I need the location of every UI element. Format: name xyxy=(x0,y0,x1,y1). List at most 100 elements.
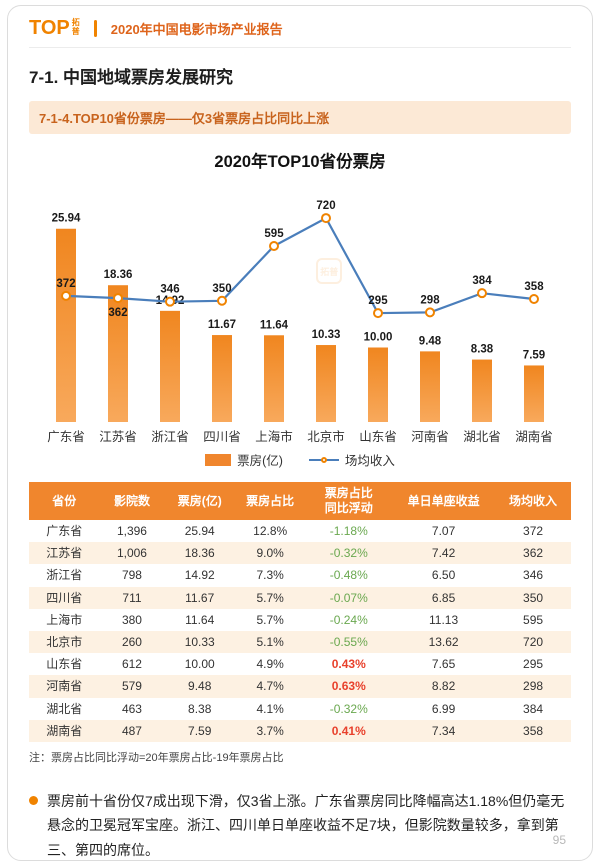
table-cell: 8.38 xyxy=(188,701,212,716)
table-cell: 260 xyxy=(121,634,142,649)
table-cell: 7.34 xyxy=(431,723,456,738)
table-cell: 13.62 xyxy=(428,634,459,649)
table-header-row: 省份 影院数 票房(亿) 票房占比 票房占比 同比浮动 单日单座收益 场均收入 xyxy=(29,482,571,520)
x-axis-label: 四川省 xyxy=(203,430,241,444)
table-cell: 11.64 xyxy=(185,612,215,627)
line-point-浙江省 xyxy=(165,296,175,307)
table-row: 上海市 380 11.64 5.7% -0.24% 11.13 595 xyxy=(29,609,571,631)
table-cell: 0.43% xyxy=(331,657,366,672)
logo-subtext: 拓 普 xyxy=(71,18,80,37)
line-point-上海市 xyxy=(269,241,279,252)
table-cell: -0.32% xyxy=(329,701,368,716)
column-header: 票房(亿) xyxy=(164,482,235,520)
bar-value-label: 10.33 xyxy=(312,329,341,341)
bar-北京市 xyxy=(316,345,336,422)
table-cell: 18.36 xyxy=(184,546,215,561)
table-cell: 798 xyxy=(121,568,142,583)
line-value-label: 358 xyxy=(524,281,544,293)
table-cell: -1.18% xyxy=(329,524,368,538)
table-cell: 0.63% xyxy=(331,679,366,694)
column-header: 影院数 xyxy=(99,482,165,520)
table-cell: 7.3% xyxy=(256,568,284,583)
table-row: 湖北省 463 8.38 4.1% -0.32% 6.99 384 xyxy=(29,698,571,720)
combo-chart-svg: 25.9418.3614.9211.6711.6410.3310.009.488… xyxy=(47,200,553,444)
line-value-label: 295 xyxy=(368,295,388,307)
x-axis-label: 山东省 xyxy=(359,430,397,444)
bar-value-label: 18.36 xyxy=(104,269,133,281)
analysis-block: 票房前十省份仅7成出现下滑，仅3省上涨。广东省票房同比降幅高达1.18%但仍毫无… xyxy=(29,789,571,860)
table-cell: 6.85 xyxy=(431,590,456,605)
bullet-icon xyxy=(29,795,38,805)
x-axis-label: 上海市 xyxy=(255,429,293,444)
table-cell: 380 xyxy=(121,612,142,627)
table-row: 浙江省 798 14.92 7.3% -0.48% 6.50 346 xyxy=(29,564,571,586)
table-cell: 浙江省 xyxy=(46,568,83,583)
table-cell: 5.7% xyxy=(256,590,284,605)
table-cell: 11.13 xyxy=(429,612,459,627)
line-value-label: 372 xyxy=(56,278,75,290)
table-cell: 4.1% xyxy=(256,701,284,716)
table-cell: 北京市 xyxy=(46,634,83,649)
table-cell: 11.67 xyxy=(185,590,215,605)
table-cell: 河南省 xyxy=(46,679,83,694)
x-axis-label: 湖北省 xyxy=(463,429,501,444)
table-cell: 384 xyxy=(523,701,544,716)
table-cell: 358 xyxy=(523,723,544,738)
report-title: 2020年中国电影市场产业报告 xyxy=(110,21,283,37)
subsection-title: 7-1-4.TOP10省份票房——仅3省票房占比同比上涨 xyxy=(29,101,571,134)
column-header: 场均收入 xyxy=(495,482,571,520)
table-cell: 8.82 xyxy=(431,679,456,694)
column-header: 票房占比 同比浮动 xyxy=(305,482,393,520)
x-axis-label: 湖南省 xyxy=(515,429,553,444)
column-header: 单日单座收益 xyxy=(392,482,496,520)
table-row: 河南省 579 9.48 4.7% 0.63% 8.82 298 xyxy=(29,675,571,698)
legend-label-boxoffice: 票房(亿) xyxy=(237,454,283,468)
table-cell: 487 xyxy=(121,723,142,738)
line-value-label: 384 xyxy=(472,275,492,287)
column-header: 票房占比 xyxy=(234,482,306,520)
table-cell: -0.55% xyxy=(329,634,368,649)
report-page: TOP 拓 普 2020年中国电影市场产业报告 7-1. 中国地域票房发展研究 … xyxy=(7,5,593,861)
table-cell: 山东省 xyxy=(46,657,83,672)
bar-value-label: 25.94 xyxy=(52,213,81,225)
page-header: TOP 拓 普 2020年中国电影市场产业报告 xyxy=(29,6,571,48)
table-cell: 10.33 xyxy=(184,634,215,649)
section-title: 7-1. 中国地域票房发展研究 xyxy=(29,68,234,87)
bar-上海市 xyxy=(264,335,284,422)
top-logo: TOP 拓 普 xyxy=(29,18,80,38)
line-point-江苏省 xyxy=(113,293,123,304)
x-axis-label: 江苏省 xyxy=(99,429,137,444)
table-cell: 25.94 xyxy=(184,524,215,538)
line-value-label: 350 xyxy=(212,283,231,295)
bar-湖南省 xyxy=(524,365,544,422)
analysis-text: 票房前十省份仅7成出现下滑，仅3省上涨。广东省票房同比降幅高达1.18%但仍毫无… xyxy=(47,792,565,858)
table-cell: -0.32% xyxy=(329,546,368,561)
bar-value-label: 10.00 xyxy=(364,332,393,344)
table-cell: 5.1% xyxy=(256,634,284,649)
table-cell: 广东省 xyxy=(46,524,83,538)
table-cell: 362 xyxy=(523,546,544,561)
legend-item-avg-income: 场均收入 xyxy=(308,450,395,469)
avg-income-line xyxy=(65,216,535,315)
bar-江苏省 xyxy=(108,285,128,422)
table-row: 广东省 1,396 25.94 12.8% -1.18% 7.07 372 xyxy=(29,520,571,542)
bar-value-label: 9.48 xyxy=(419,335,442,347)
table-cell: 612 xyxy=(121,657,142,672)
table-row: 湖南省 487 7.59 3.7% 0.41% 7.34 358 xyxy=(29,719,571,742)
table-cell: -0.24% xyxy=(329,612,368,627)
table-cell: 350 xyxy=(523,590,544,605)
line-swatch-icon xyxy=(308,456,339,463)
bar-value-label: 7.59 xyxy=(523,349,545,361)
table-note: 注：票房占比同比浮动=20年票房占比-19年票房占比 xyxy=(29,751,284,764)
logo-sub-char-2: 普 xyxy=(71,27,80,36)
line-value-label: 362 xyxy=(108,307,127,319)
table-cell: 湖北省 xyxy=(46,701,83,716)
bar-四川省 xyxy=(212,335,232,422)
table-cell: 346 xyxy=(523,568,544,583)
table-cell: 7.42 xyxy=(431,546,456,561)
bar-广东省 xyxy=(56,228,76,422)
x-axis-label: 北京市 xyxy=(307,429,345,444)
chart-legend: 票房(亿) 场均收入 xyxy=(29,450,571,469)
line-value-label: 720 xyxy=(316,200,335,212)
line-value-label: 346 xyxy=(160,284,179,296)
